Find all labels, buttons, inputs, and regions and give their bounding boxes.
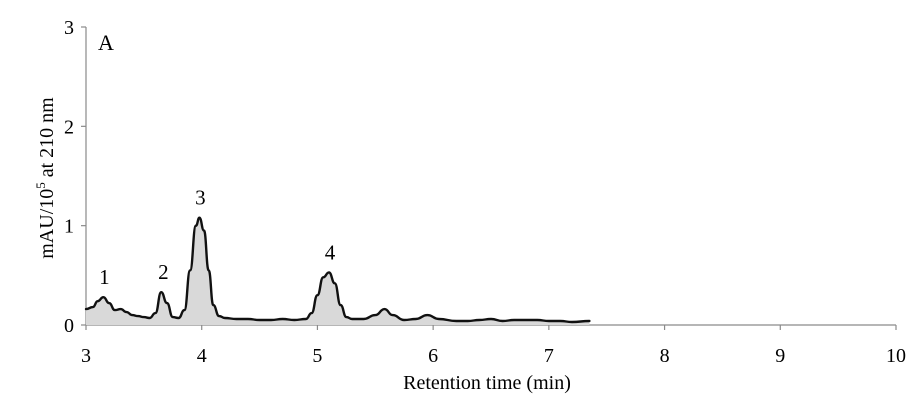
peak-label-3: 3 [195, 186, 206, 210]
peak-label-4: 4 [325, 240, 336, 264]
y-axis-title-tail: at 210 nm [36, 97, 58, 182]
x-tick-label: 5 [312, 345, 322, 367]
x-tick-label: 3 [81, 345, 91, 367]
x-tick-label: 8 [660, 345, 670, 367]
y-tick-label: 3 [64, 17, 74, 39]
x-axis: 3 4 5 6 7 8 9 10 [81, 324, 906, 367]
x-tick-label: 7 [544, 345, 554, 367]
panel-label: A [98, 30, 114, 55]
y-tick-label: 1 [64, 216, 74, 238]
y-tick-label: 0 [64, 315, 74, 337]
plot-area [84, 216, 591, 325]
peak-labels: 1 2 3 4 [99, 186, 336, 289]
x-tick-label: 9 [775, 345, 785, 367]
peak-label-2: 2 [158, 260, 169, 284]
y-axis-title-main: mAU/10 [36, 189, 58, 259]
peak-label-1: 1 [99, 265, 110, 289]
y-axis: 0 1 2 3 [64, 17, 87, 337]
x-tick-label: 10 [886, 345, 906, 367]
x-tick-label: 4 [197, 345, 207, 367]
trace-area-fill [86, 217, 590, 325]
y-axis-title-superscript: 5 [33, 182, 48, 189]
x-tick-label: 6 [428, 345, 438, 367]
x-axis-title: Retention time (min) [403, 372, 571, 394]
y-axis-title: mAU/105 at 210 nm [33, 97, 58, 259]
chromatogram-trace [84, 216, 591, 324]
y-tick-label: 2 [64, 116, 74, 138]
